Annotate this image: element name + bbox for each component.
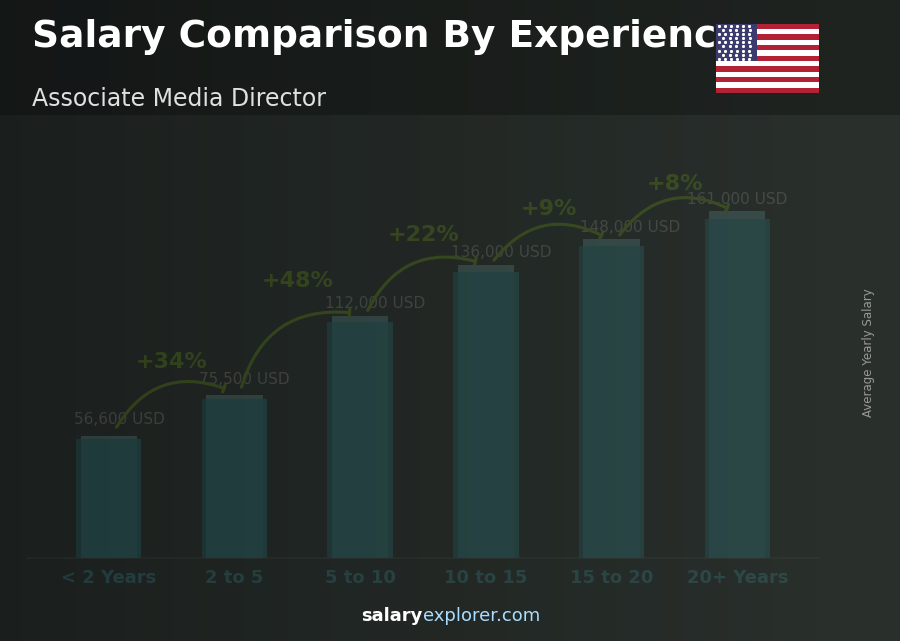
Bar [716, 24, 757, 61]
Bar [716, 88, 819, 93]
Text: +34%: +34% [136, 352, 207, 372]
Bar [716, 56, 819, 61]
Bar [137, 438, 141, 558]
Bar [202, 399, 206, 558]
Text: +22%: +22% [387, 224, 459, 245]
Bar [332, 322, 388, 558]
Text: Associate Media Director: Associate Media Director [32, 87, 326, 110]
Bar [458, 265, 514, 272]
Text: explorer.com: explorer.com [423, 607, 540, 625]
Text: salary: salary [362, 607, 423, 625]
Text: 148,000 USD: 148,000 USD [580, 220, 680, 235]
Bar [709, 211, 765, 219]
Bar [716, 66, 819, 72]
Bar [716, 29, 819, 35]
Text: 75,500 USD: 75,500 USD [199, 372, 290, 387]
Text: 136,000 USD: 136,000 USD [451, 245, 551, 260]
Bar [579, 246, 583, 558]
Bar [263, 399, 267, 558]
Bar [458, 272, 514, 558]
Bar [709, 219, 765, 558]
Bar [206, 395, 263, 399]
Bar [328, 322, 332, 558]
Text: Average Yearly Salary: Average Yearly Salary [862, 288, 875, 417]
Bar [716, 82, 819, 88]
Bar [716, 61, 819, 66]
Bar [765, 219, 770, 558]
Bar [716, 77, 819, 82]
Bar [640, 246, 644, 558]
Text: +9%: +9% [520, 199, 577, 219]
Text: 112,000 USD: 112,000 USD [325, 296, 425, 310]
Bar [514, 272, 518, 558]
Bar [76, 438, 81, 558]
Bar [705, 219, 709, 558]
Text: 161,000 USD: 161,000 USD [687, 192, 788, 208]
Bar [332, 317, 388, 322]
Bar [716, 45, 819, 51]
Bar [716, 24, 819, 29]
Text: Salary Comparison By Experience: Salary Comparison By Experience [32, 19, 742, 55]
Text: +8%: +8% [646, 174, 703, 194]
Bar [716, 40, 819, 45]
Text: +48%: +48% [261, 271, 333, 291]
Bar [206, 399, 263, 558]
Bar [716, 51, 819, 56]
Bar [716, 72, 819, 77]
Bar [81, 435, 137, 438]
Bar [454, 272, 458, 558]
Bar [716, 35, 819, 40]
Bar [583, 239, 640, 246]
Text: 56,600 USD: 56,600 USD [74, 412, 165, 427]
Bar [81, 438, 137, 558]
Bar [583, 246, 640, 558]
Bar [388, 322, 392, 558]
